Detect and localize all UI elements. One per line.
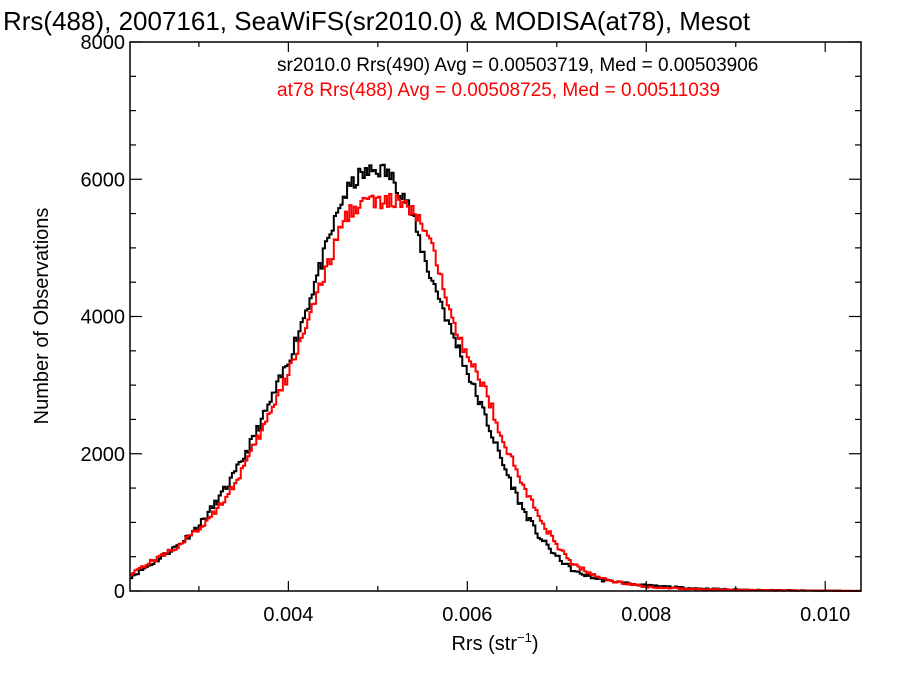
y-axis-label: Number of Observations	[31, 208, 53, 425]
legend-entry-at78: at78 Rrs(488) Avg = 0.00508725, Med = 0.…	[277, 80, 720, 101]
series-line-1	[130, 193, 861, 592]
x-axis: 0.004 0.006 0.008 0.010	[198, 42, 850, 626]
y-tick-label: 6000	[81, 169, 126, 191]
plot-frame	[129, 41, 862, 592]
x-axis-label-text: Rrs (str	[451, 633, 517, 655]
x-tick-label: 0.010	[800, 604, 850, 626]
series-group	[130, 163, 861, 592]
y-tick-label: 0	[114, 581, 125, 603]
x-axis-label: Rrs (str−1)	[451, 630, 538, 655]
x-axis-label-superscript: −1	[517, 630, 532, 645]
y-tick-label: 2000	[81, 444, 126, 466]
x-tick-label: 0.006	[442, 604, 492, 626]
legend-entry-sr2010: sr2010.0 Rrs(490) Avg = 0.00503719, Med …	[277, 55, 758, 76]
x-axis-label-close: )	[532, 633, 539, 655]
series-line-0	[130, 163, 861, 592]
chart-title: Rrs(488), 2007161, SeaWiFS(sr2010.0) & M…	[3, 6, 751, 36]
x-tick-label: 0.008	[621, 604, 671, 626]
y-tick-label: 8000	[81, 32, 126, 54]
y-axis: 0 2000 4000 6000 8000	[81, 32, 861, 603]
x-tick-label: 0.004	[263, 604, 313, 626]
y-tick-label: 4000	[81, 307, 126, 329]
